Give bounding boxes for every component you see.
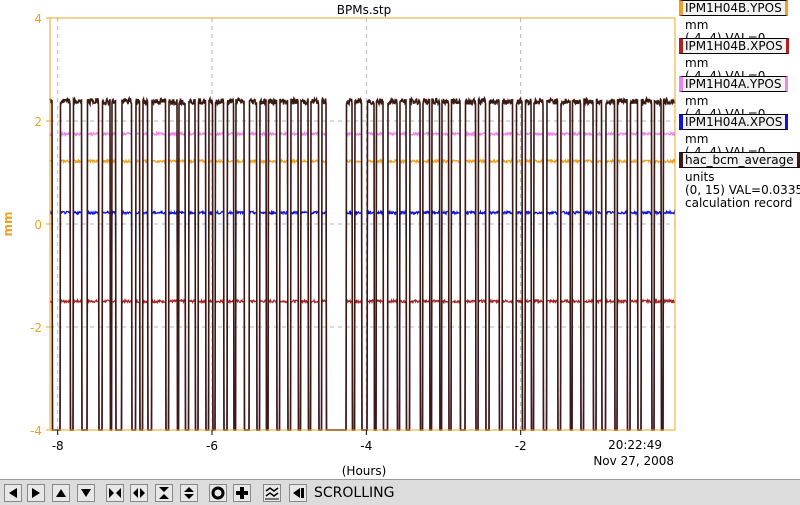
zoom-in-y-icon (159, 487, 169, 499)
x-tick-label: -8 (52, 439, 64, 453)
zoom-in-x-icon (109, 488, 121, 498)
zoom-in-y-button[interactable] (155, 484, 173, 502)
legend-units: mm (685, 19, 709, 32)
autoscale-icon (265, 487, 279, 500)
arrow-up-icon (56, 489, 66, 497)
scroll-up-button[interactable] (52, 484, 70, 502)
legend-units: mm (685, 57, 709, 70)
zoom-out-x-icon (133, 488, 145, 498)
zoom-default-button[interactable] (209, 484, 227, 502)
toolbar: SCROLLING (0, 479, 800, 505)
scroll-right-button[interactable] (27, 484, 45, 502)
arrow-left-icon (9, 488, 17, 498)
x-tick-label: -4 (360, 439, 372, 453)
current-time-label: 20:22:49 (608, 438, 662, 452)
x-tick-label: -6 (206, 439, 218, 453)
plus-icon (236, 487, 248, 499)
legend-series-name[interactable]: IPM1H04A.XPOS (679, 114, 789, 130)
legend-range: (0, 15) VAL=0.03350 (685, 184, 800, 197)
series-layer (49, 95, 676, 431)
y-axis-label: mm (1, 211, 15, 236)
y-tick-label: -4 (30, 424, 42, 438)
legend-units: mm (685, 95, 709, 108)
x-axis-label: (Hours) (342, 464, 387, 478)
legend-extra: calculation record (685, 197, 793, 210)
x-tick-label: -2 (515, 439, 527, 453)
legend-units: mm (685, 133, 709, 146)
legend-series-name[interactable]: hac_bcm_average (679, 152, 800, 168)
autoscale-button[interactable] (263, 484, 281, 502)
zoom-out-y-button[interactable] (180, 484, 198, 502)
strip-chart: BPMs.stp -8 -6 -4 -2 -4 -2 0 2 4 mm (Hours) 20:2… (1, 3, 676, 478)
legend-series-name[interactable]: IPM1H04A.YPOS (679, 76, 788, 92)
legend-units: units (685, 171, 715, 184)
zoom-out-x-button[interactable] (130, 484, 148, 502)
scroll-status-label: SCROLLING (314, 485, 395, 501)
zoom-center-button[interactable] (233, 484, 251, 502)
series-line-hac-bcm-average (49, 95, 676, 431)
zoom-in-x-button[interactable] (106, 484, 124, 502)
arrow-right-icon (32, 488, 40, 498)
chart-title: BPMs.stp (337, 3, 391, 17)
y-tick-label: 2 (34, 115, 42, 129)
y-tick-label: 0 (34, 218, 42, 232)
scroll-mode-icon (293, 488, 304, 498)
y-tick-label: 4 (34, 12, 42, 26)
legend-series-name[interactable]: IPM1H04B.XPOS (679, 38, 789, 54)
axes: -8 -6 -4 -2 -4 -2 0 2 4 (30, 12, 527, 453)
current-date-label: Nov 27, 2008 (593, 454, 674, 468)
arrow-down-icon (81, 489, 91, 497)
legend-series-name[interactable]: IPM1H04B.YPOS (679, 0, 788, 16)
zoom-out-y-icon (184, 487, 194, 499)
circle-icon (211, 486, 225, 500)
scroll-mode-button[interactable] (289, 484, 307, 502)
y-tick-label: -2 (30, 321, 42, 335)
scroll-left-button[interactable] (4, 484, 22, 502)
scroll-down-button[interactable] (77, 484, 95, 502)
